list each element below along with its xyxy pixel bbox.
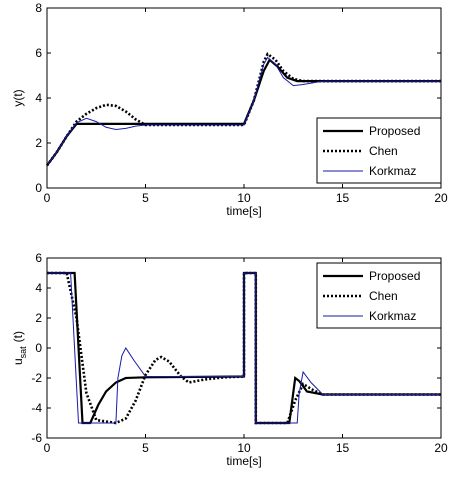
legend-label: Korkmaz: [369, 164, 416, 178]
y-tick-label: 8: [35, 1, 42, 15]
x-tick-label: 15: [336, 191, 350, 205]
x-tick-label: 20: [434, 191, 448, 205]
x-tick-label: 10: [237, 191, 251, 205]
legend-label: Chen: [369, 144, 398, 158]
legend-label: Proposed: [369, 269, 420, 283]
legend-box: [316, 117, 442, 184]
x-axis-label: time[s]: [226, 454, 261, 468]
y-label-base: u: [11, 358, 25, 365]
legend-box: [316, 262, 442, 329]
x-tick-label: 10: [237, 441, 251, 455]
x-tick-label: 20: [434, 441, 448, 455]
legend-label: Proposed: [369, 124, 420, 138]
series-line: [47, 271, 441, 425]
legend-label: Chen: [369, 289, 398, 303]
y-tick-label: -2: [31, 371, 42, 385]
y-tick-label: 6: [35, 251, 42, 265]
series-line: [47, 272, 441, 424]
y-axis-label: usat (t): [11, 331, 28, 365]
y-label-sub: sat: [18, 346, 28, 359]
y-tick-label: 0: [35, 181, 42, 195]
x-tick-label: 5: [142, 191, 149, 205]
y-axis-label: y(t): [11, 89, 25, 106]
y-tick-label: 2: [35, 311, 42, 325]
axes-frame: [46, 257, 442, 439]
axes-frame: [46, 7, 442, 189]
legend-label: Korkmaz: [369, 309, 416, 323]
y-label-rest: (t): [11, 331, 25, 342]
y-tick-label: 6: [35, 46, 42, 60]
x-tick-label: 5: [142, 441, 149, 455]
series-line: [46, 56, 441, 166]
x-axis-label: time[s]: [226, 204, 261, 218]
y-tick-label: 0: [35, 341, 42, 355]
y-tick-label: -6: [31, 431, 42, 445]
x-tick-label: 15: [336, 441, 350, 455]
x-tick-label: 0: [44, 441, 51, 455]
y-tick-label: 2: [35, 136, 42, 150]
x-tick-label: 0: [44, 191, 51, 205]
y-tick-label: 4: [35, 91, 42, 105]
y-tick-label: -4: [31, 401, 42, 415]
y-tick-label: 4: [35, 281, 42, 295]
